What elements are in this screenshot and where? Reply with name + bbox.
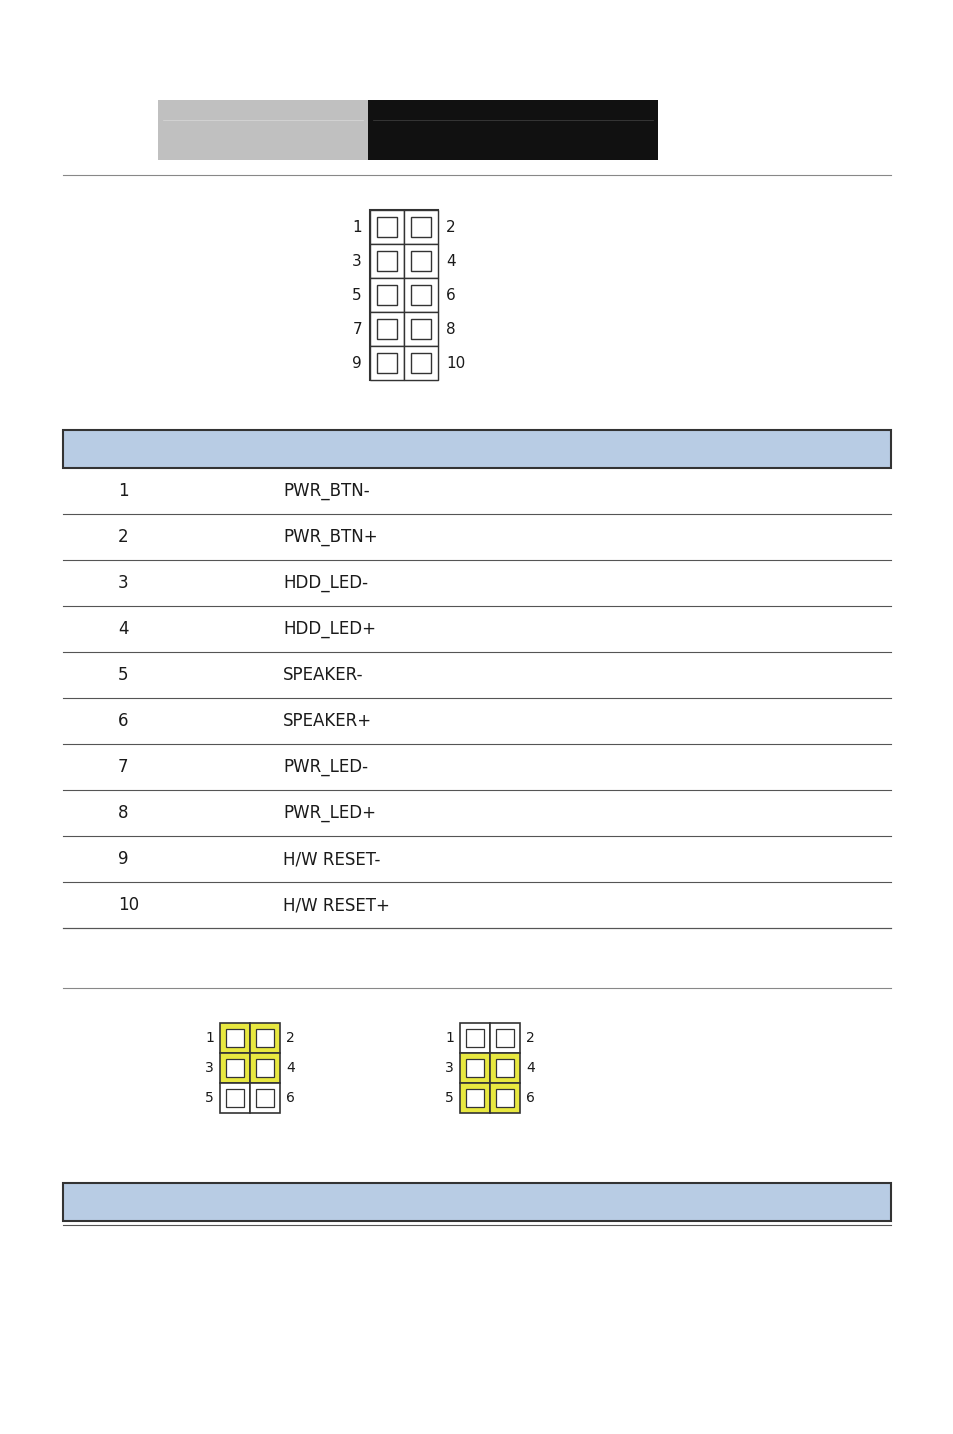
Text: 2: 2 — [118, 528, 129, 546]
Bar — [370, 346, 403, 380]
Text: H/W RESET+: H/W RESET+ — [283, 896, 390, 913]
Bar — [411, 285, 431, 305]
Bar — [255, 1030, 274, 1047]
Bar — [370, 278, 403, 313]
Text: 9: 9 — [352, 356, 361, 370]
Bar — [411, 353, 431, 373]
Text: 10: 10 — [118, 896, 139, 913]
Text: PWR_BTN-: PWR_BTN- — [283, 482, 369, 500]
Text: 4: 4 — [446, 254, 456, 268]
Bar — [63, 1183, 890, 1220]
Bar — [459, 1053, 490, 1083]
Text: 5: 5 — [118, 665, 129, 684]
Text: 3: 3 — [445, 1061, 454, 1076]
Bar — [376, 251, 396, 271]
Bar — [226, 1088, 244, 1107]
Text: PWR_LED+: PWR_LED+ — [283, 804, 375, 822]
Bar — [376, 285, 396, 305]
Text: PWR_BTN+: PWR_BTN+ — [283, 528, 377, 546]
Bar — [496, 1030, 514, 1047]
Bar — [370, 244, 403, 278]
Text: H/W RESET-: H/W RESET- — [283, 850, 380, 868]
Bar — [403, 346, 437, 380]
Text: HDD_LED-: HDD_LED- — [283, 574, 368, 592]
Text: 1: 1 — [445, 1031, 454, 1045]
Text: 8: 8 — [118, 804, 129, 822]
Text: 4: 4 — [286, 1061, 294, 1076]
Bar — [226, 1058, 244, 1077]
Text: SPEAKER+: SPEAKER+ — [283, 713, 372, 730]
Text: 1: 1 — [118, 482, 129, 500]
Bar — [411, 217, 431, 237]
Bar — [220, 1053, 250, 1083]
Bar — [63, 430, 890, 467]
Bar — [250, 1083, 280, 1113]
Bar — [250, 1053, 280, 1083]
Bar — [459, 1083, 490, 1113]
Text: 6: 6 — [525, 1091, 535, 1106]
Text: 4: 4 — [525, 1061, 535, 1076]
Bar — [490, 1083, 519, 1113]
Bar — [376, 353, 396, 373]
Bar — [490, 1022, 519, 1053]
Text: PWR_LED-: PWR_LED- — [283, 759, 368, 776]
Bar — [411, 251, 431, 271]
Text: 7: 7 — [118, 759, 129, 776]
Bar — [370, 209, 437, 380]
Text: 10: 10 — [446, 356, 465, 370]
Bar — [465, 1088, 483, 1107]
Text: 2: 2 — [446, 219, 456, 235]
Text: 3: 3 — [352, 254, 361, 268]
Bar — [370, 209, 403, 244]
Bar — [220, 1022, 250, 1053]
Bar — [403, 244, 437, 278]
Text: HDD_LED+: HDD_LED+ — [283, 619, 375, 638]
Text: 6: 6 — [286, 1091, 294, 1106]
Bar — [226, 1030, 244, 1047]
Bar — [250, 1022, 280, 1053]
Text: 6: 6 — [118, 713, 129, 730]
Text: 1: 1 — [205, 1031, 213, 1045]
Bar — [376, 217, 396, 237]
Bar — [496, 1088, 514, 1107]
Text: 4: 4 — [118, 619, 129, 638]
Text: 7: 7 — [352, 321, 361, 337]
Text: 6: 6 — [446, 287, 456, 303]
Bar — [376, 318, 396, 338]
Text: 2: 2 — [525, 1031, 535, 1045]
Bar — [255, 1088, 274, 1107]
Text: 8: 8 — [446, 321, 456, 337]
Text: 5: 5 — [445, 1091, 454, 1106]
Bar — [411, 318, 431, 338]
Text: 5: 5 — [205, 1091, 213, 1106]
Bar — [255, 1058, 274, 1077]
Bar — [368, 100, 658, 161]
Bar — [496, 1058, 514, 1077]
Text: SPEAKER-: SPEAKER- — [283, 665, 363, 684]
Bar — [403, 313, 437, 346]
Bar — [465, 1058, 483, 1077]
Bar — [465, 1030, 483, 1047]
Text: 1: 1 — [352, 219, 361, 235]
Bar — [370, 313, 403, 346]
Text: 2: 2 — [286, 1031, 294, 1045]
Text: 3: 3 — [205, 1061, 213, 1076]
Bar — [403, 278, 437, 313]
Text: 5: 5 — [352, 287, 361, 303]
Text: 9: 9 — [118, 850, 129, 868]
Bar — [403, 209, 437, 244]
Bar — [220, 1083, 250, 1113]
Bar — [490, 1053, 519, 1083]
Text: 3: 3 — [118, 574, 129, 592]
Bar — [459, 1022, 490, 1053]
Bar — [158, 100, 368, 161]
